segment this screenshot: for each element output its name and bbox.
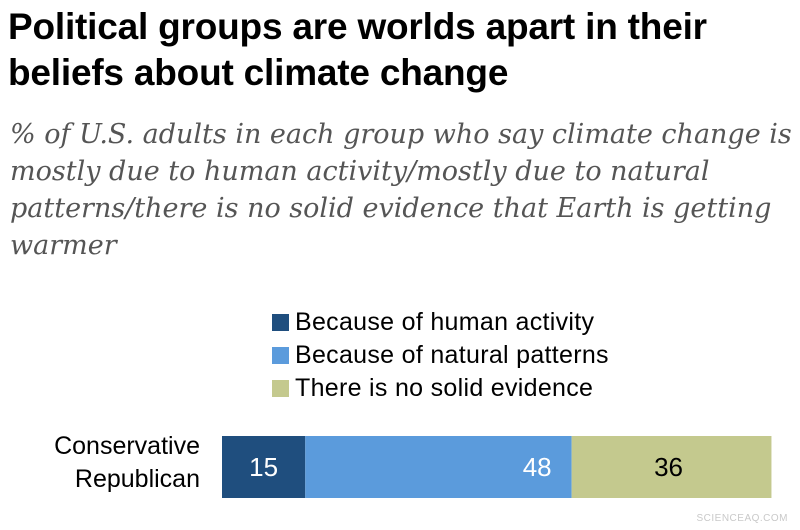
chart-title: Political groups are worlds apart in the… bbox=[8, 6, 707, 93]
legend-item-human-activity: Because of human activity bbox=[272, 306, 609, 339]
row-label-line-1: Conservative bbox=[54, 432, 200, 460]
bar-segment-human-activity bbox=[222, 436, 306, 498]
row-label-conservative-republican: Conservative Republican bbox=[20, 430, 200, 496]
legend-swatch-natural-patterns bbox=[272, 347, 289, 364]
legend-label-natural-patterns: Because of natural patterns bbox=[295, 341, 609, 369]
data-label-no-evidence: 36 bbox=[654, 452, 683, 482]
legend-swatch-no-evidence bbox=[272, 380, 289, 397]
row-label-line-2: Republican bbox=[74, 465, 200, 493]
legend: Because of human activity Because of nat… bbox=[272, 306, 609, 405]
legend-label-no-evidence: There is no solid evidence bbox=[295, 374, 594, 402]
legend-label-human-activity: Because of human activity bbox=[295, 308, 595, 336]
watermark: SCIENCEAQ.COM bbox=[696, 513, 788, 524]
legend-item-no-evidence: There is no solid evidence bbox=[272, 372, 609, 405]
chart-subtitle: % of U.S. adults in each group who say c… bbox=[10, 119, 792, 261]
data-label-natural-patterns: 48 bbox=[523, 452, 552, 482]
data-label-human-activity: 15 bbox=[249, 452, 278, 482]
bar-segment-natural-patterns bbox=[305, 436, 572, 498]
legend-item-natural-patterns: Because of natural patterns bbox=[272, 339, 609, 372]
bar-segment-no-evidence bbox=[571, 436, 772, 498]
legend-swatch-human-activity bbox=[272, 314, 289, 331]
